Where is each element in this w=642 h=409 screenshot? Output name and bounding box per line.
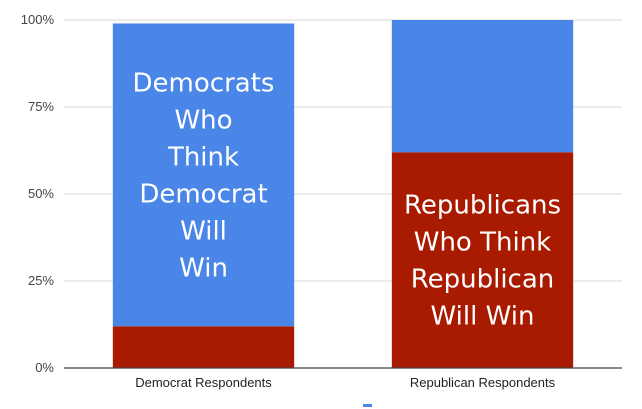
x-category-label: Republican Respondents [410, 375, 556, 390]
bar-segment [391, 152, 574, 368]
bar-annotation: Democrats Who Think Democrat Will Win [133, 68, 275, 283]
annotation-line: Will [180, 216, 227, 246]
annotation-line: Who Think [414, 228, 551, 258]
bar-segment [112, 23, 295, 327]
annotation-line: Democrats [133, 68, 275, 98]
annotation-line: Win [179, 253, 228, 283]
y-tick-label: 100% [21, 12, 55, 27]
y-axis: 0% 25% 50% 75% 100% [21, 12, 55, 375]
annotation-line: Who [174, 105, 232, 135]
y-tick-label: 50% [28, 186, 54, 201]
annotation-line: Will Win [431, 302, 535, 332]
x-axis: Democrat Respondents Republican Responden… [135, 375, 555, 390]
bar-segment [112, 326, 295, 368]
bar-segment [391, 20, 574, 153]
bar-annotations: Democrats Who Think Democrat Will Win Republic… [133, 68, 562, 331]
bar-annotation: Republicans Who Think Republican Will Win [404, 191, 561, 332]
annotation-line: Think [167, 142, 239, 172]
annotation-line: Democrat [139, 179, 267, 209]
y-tick-label: 25% [28, 273, 54, 288]
bars [112, 20, 574, 368]
legend-marker [363, 404, 372, 407]
annotation-line: Republican [411, 265, 555, 295]
x-category-label: Democrat Respondents [135, 375, 272, 390]
annotation-line: Republicans [404, 191, 561, 221]
y-tick-label: 75% [28, 99, 54, 114]
y-tick-label: 0% [35, 360, 54, 375]
